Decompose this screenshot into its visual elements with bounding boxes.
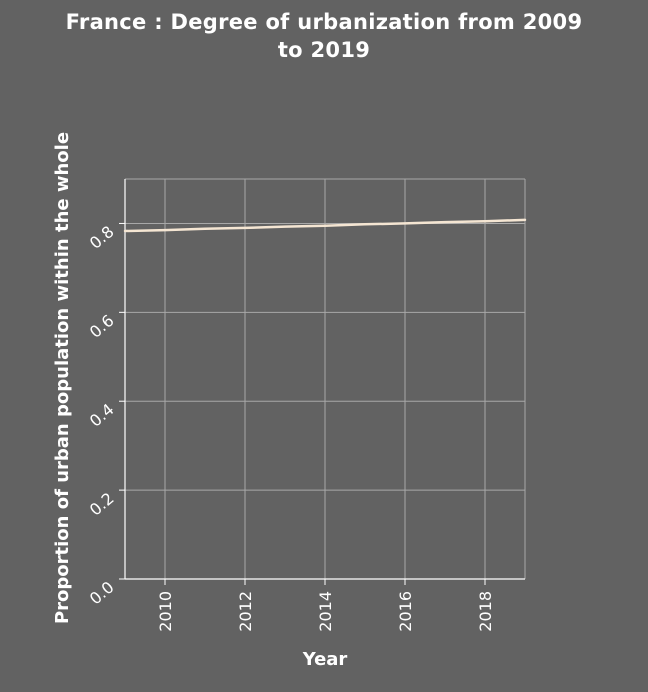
chart-title: France : Degree of urbanization from 200… — [0, 8, 648, 64]
y-axis-label: Proportion of urban population within th… — [52, 132, 73, 624]
y-tick-label: 0.0 — [86, 578, 118, 609]
x-tick-label: 2012 — [236, 591, 255, 632]
chart-title-line-2: to 2019 — [277, 38, 371, 62]
y-tick-label: 0.4 — [86, 400, 118, 431]
x-tick-label: 2014 — [316, 591, 335, 632]
y-tick-label: 0.2 — [86, 489, 118, 520]
grid-lines — [125, 178, 526, 579]
series-lines — [123, 218, 527, 233]
x-tick-labels: 2010 2012 2014 2016 2018 — [156, 591, 495, 632]
x-axis-label: Year — [302, 649, 348, 670]
y-tick-label: 0.8 — [86, 222, 118, 253]
x-tick-label: 2010 — [156, 591, 175, 632]
y-tick-label: 0.6 — [86, 311, 118, 342]
y-tick-labels: 0.0 0.2 0.4 0.6 0.8 — [86, 222, 118, 608]
x-tick-label: 2016 — [396, 591, 415, 632]
x-tick-label: 2018 — [476, 591, 495, 632]
axes — [119, 179, 525, 585]
urbanization-line — [123, 218, 527, 233]
chart-title-line-1: France : Degree of urbanization from 200… — [65, 10, 583, 34]
